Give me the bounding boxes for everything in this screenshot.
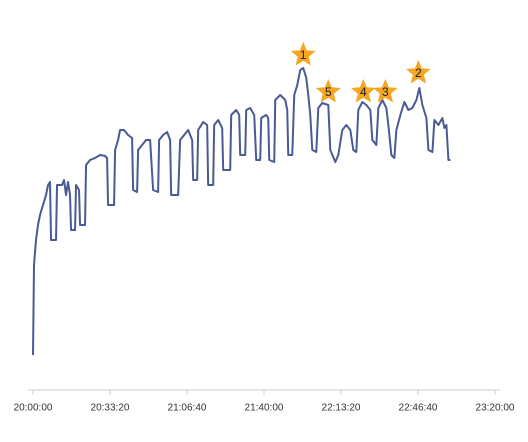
annotation-star <box>351 79 376 103</box>
annotation-label: 4 <box>360 85 367 99</box>
annotation-label: 1 <box>300 48 307 62</box>
x-tick-label: 20:00:00 <box>14 403 53 414</box>
annotation-star <box>373 79 398 103</box>
annotation-star <box>290 42 316 66</box>
annotation-star <box>406 60 431 84</box>
line-series <box>32 67 451 356</box>
x-tick-label: 21:06:40 <box>168 403 207 414</box>
annotation-label: 3 <box>382 85 389 99</box>
annotation-label: 2 <box>415 66 422 80</box>
x-tick-label: 20:33:20 <box>91 403 130 414</box>
annotation-label: 5 <box>325 85 332 99</box>
x-tick-label: 22:46:40 <box>399 403 438 414</box>
annotation-star <box>315 79 341 103</box>
x-tick-label: 21:40:00 <box>245 403 284 414</box>
x-tick-label: 22:13:20 <box>322 403 361 414</box>
x-tick-label: 23:20:00 <box>476 403 515 414</box>
